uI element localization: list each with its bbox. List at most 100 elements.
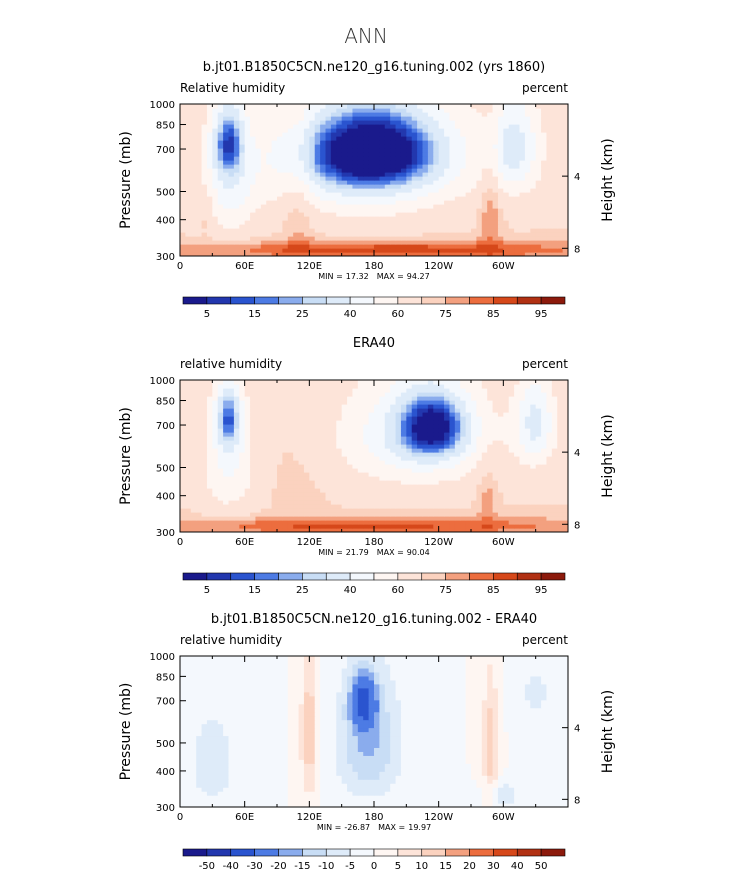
heatmap-cell xyxy=(384,464,391,469)
heatmap-cell xyxy=(465,108,472,113)
heatmap-cell xyxy=(244,440,251,445)
heatmap-cell xyxy=(487,248,494,253)
heatmap-cell xyxy=(417,156,424,161)
heatmap-cell xyxy=(250,188,257,193)
heatmap-cell xyxy=(223,184,230,189)
heatmap-cell xyxy=(185,492,192,497)
heatmap-cell xyxy=(287,176,294,181)
heatmap-cell xyxy=(541,480,548,485)
heatmap-cell xyxy=(524,120,531,125)
heatmap-cell xyxy=(384,244,391,249)
heatmap-cell xyxy=(390,412,397,417)
heatmap-cell xyxy=(444,196,451,201)
heatmap-cell xyxy=(201,500,208,505)
heatmap-cell xyxy=(471,192,477,197)
heatmap-cell xyxy=(325,452,332,457)
heatmap-cell xyxy=(233,136,240,141)
heatmap-cell xyxy=(271,528,278,532)
heatmap-cell xyxy=(239,420,246,425)
heatmap-cell xyxy=(551,208,558,213)
heatmap-cell xyxy=(514,524,521,529)
heatmap-cell xyxy=(255,436,262,441)
heatmap-cell xyxy=(325,208,332,213)
heatmap-cell xyxy=(217,216,224,221)
heatmap-cell xyxy=(433,424,440,429)
heatmap-cell xyxy=(282,500,289,505)
colorbar-swatch xyxy=(421,296,446,305)
heatmap-cell xyxy=(196,236,203,241)
heatmap-cell xyxy=(541,136,548,141)
heatmap-cell xyxy=(206,436,213,441)
heatmap-cell xyxy=(535,204,542,209)
heatmap-cell xyxy=(497,128,504,133)
heatmap-cell xyxy=(530,428,537,433)
heatmap-cell xyxy=(250,184,257,189)
heatmap-cell xyxy=(417,108,424,113)
x-tick-label: 120W xyxy=(424,261,453,272)
heatmap-cell xyxy=(255,168,262,173)
heatmap-cell xyxy=(471,512,477,517)
heatmap-cell xyxy=(379,488,386,493)
heatmap-cell xyxy=(368,496,375,501)
heatmap-cell xyxy=(465,444,472,449)
heatmap-cell xyxy=(250,144,257,149)
heatmap-cell xyxy=(287,112,294,117)
heatmap-cell xyxy=(266,432,273,437)
heatmap-cell xyxy=(492,148,499,153)
heatmap-cell xyxy=(212,216,219,221)
heatmap-cell xyxy=(562,164,568,169)
heatmap-cell xyxy=(481,244,488,249)
heatmap-cell xyxy=(379,472,386,477)
heatmap-cell xyxy=(497,496,504,501)
heatmap-cell xyxy=(557,476,564,481)
heatmap-cell xyxy=(546,228,553,233)
heatmap-cell xyxy=(411,524,418,529)
heatmap-cell xyxy=(336,440,343,445)
heatmap-cell xyxy=(185,212,192,217)
heatmap-cell xyxy=(454,512,461,517)
heatmap-cell xyxy=(390,448,397,453)
heatmap-cell xyxy=(212,424,219,429)
heatmap-cell xyxy=(546,488,553,493)
heatmap-cell xyxy=(217,440,224,445)
heatmap-cell xyxy=(492,112,499,117)
heatmap-cell xyxy=(551,524,558,529)
heatmap-cell xyxy=(438,248,445,253)
heatmap-cell xyxy=(384,512,391,517)
heatmap-cell xyxy=(471,492,477,497)
heatmap-cell xyxy=(180,172,186,177)
heatmap-cell xyxy=(508,108,515,113)
heatmap-cell xyxy=(196,168,203,173)
heatmap-cell xyxy=(314,124,321,129)
heatmap-cell xyxy=(287,140,294,145)
heatmap-cell xyxy=(287,472,294,477)
heatmap-cell xyxy=(541,132,548,137)
heatmap-cell xyxy=(250,152,257,157)
heatmap-cell xyxy=(282,108,289,113)
heatmap-cell xyxy=(206,160,213,165)
heatmap-cell xyxy=(233,160,240,165)
heatmap-cell xyxy=(287,188,294,193)
heatmap-cell xyxy=(503,236,510,241)
heatmap-cell xyxy=(384,204,391,209)
heatmap-cell xyxy=(395,452,402,457)
heatmap-cell xyxy=(551,164,558,169)
heatmap-cell xyxy=(309,464,316,469)
heatmap-cell xyxy=(320,116,327,121)
heatmap-cell xyxy=(422,180,429,185)
heatmap-cell xyxy=(325,440,332,445)
heatmap-cell xyxy=(471,164,477,169)
heatmap-cell xyxy=(212,164,219,169)
heatmap-cell xyxy=(481,424,488,429)
heatmap-cell xyxy=(406,248,413,253)
heatmap-cell xyxy=(336,132,343,137)
heatmap-cell xyxy=(417,196,424,201)
heatmap-cell xyxy=(411,252,418,256)
heatmap-cell xyxy=(562,528,568,532)
heatmap-cell xyxy=(417,460,424,465)
heatmap-cell xyxy=(395,444,402,449)
heatmap-cell xyxy=(508,168,515,173)
heatmap-cell xyxy=(395,468,402,473)
heatmap-cell xyxy=(223,168,230,173)
heatmap-cell xyxy=(524,216,531,221)
